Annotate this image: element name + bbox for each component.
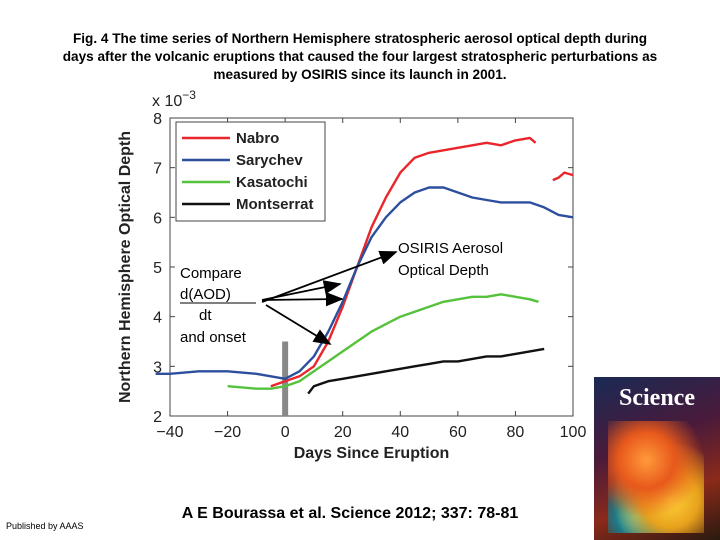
cover-title: Science — [619, 385, 695, 411]
legend-label-montserrat: Montserrat — [236, 196, 314, 213]
series-line-montserrat — [307, 347, 545, 395]
y-axis-label: Northern Hemisphere Optical Depth — [117, 131, 134, 403]
figure-title: Fig. 4 The time series of Northern Hemis… — [12, 30, 708, 84]
legend-label-nabro: Nabro — [236, 130, 279, 147]
figure-title-line: days after the volcanic eruptions that c… — [62, 49, 658, 64]
annotation-osiris-line: Optical Depth — [398, 262, 489, 279]
series-line-nabro — [552, 171, 574, 182]
cover-artwork — [608, 421, 704, 533]
y-multiplier-label: x 10−3 — [152, 88, 196, 110]
annotation-compare-line: dt — [199, 307, 212, 324]
y-tick-label: 4 — [153, 310, 162, 327]
annotation-osiris-line: OSIRIS Aerosol — [398, 240, 503, 257]
figure-title-line: Fig. 4 The time series of Northern Hemis… — [72, 31, 648, 46]
figure-title-line: measured by OSIRIS since its launch in 2… — [213, 67, 507, 82]
annotation-arrow — [261, 292, 344, 307]
science-cover-image: Science — [594, 377, 720, 540]
y-tick-label: 6 — [153, 210, 162, 227]
x-tick-label: 80 — [507, 424, 525, 441]
x-tick-label: 40 — [391, 424, 409, 441]
x-axis-label: Days Since Eruption — [294, 445, 450, 462]
y-tick-label: 8 — [153, 111, 162, 128]
y-tick-label: 3 — [153, 359, 162, 376]
series-line-kasatochi — [227, 293, 539, 390]
annotation-arrow — [261, 250, 398, 303]
annotation-compare-line: and onset — [180, 329, 247, 346]
y-tick-label: 7 — [153, 161, 162, 178]
y-tick-label: 5 — [153, 260, 162, 277]
annotation-compare-line: d(AOD) — [180, 286, 231, 303]
series-line-nabro — [270, 136, 537, 388]
x-tick-label: 100 — [560, 424, 587, 441]
x-tick-label: 20 — [334, 424, 352, 441]
series-line-sarychev — [155, 186, 574, 380]
publisher-credit: Published by AAAS — [6, 521, 84, 531]
annotation-compare-line: Compare — [180, 265, 242, 282]
x-tick-label: −20 — [214, 424, 241, 441]
y-tick-label: 2 — [153, 409, 162, 426]
annotation-arrow — [265, 304, 332, 345]
legend-label-sarychev: Sarychev — [236, 152, 303, 169]
legend-label-kasatochi: Kasatochi — [236, 174, 308, 191]
citation: A E Bourassa et al. Science 2012; 337: 7… — [181, 505, 519, 522]
x-tick-label: −40 — [156, 424, 183, 441]
x-tick-label: 60 — [449, 424, 467, 441]
x-tick-label: 0 — [281, 424, 290, 441]
